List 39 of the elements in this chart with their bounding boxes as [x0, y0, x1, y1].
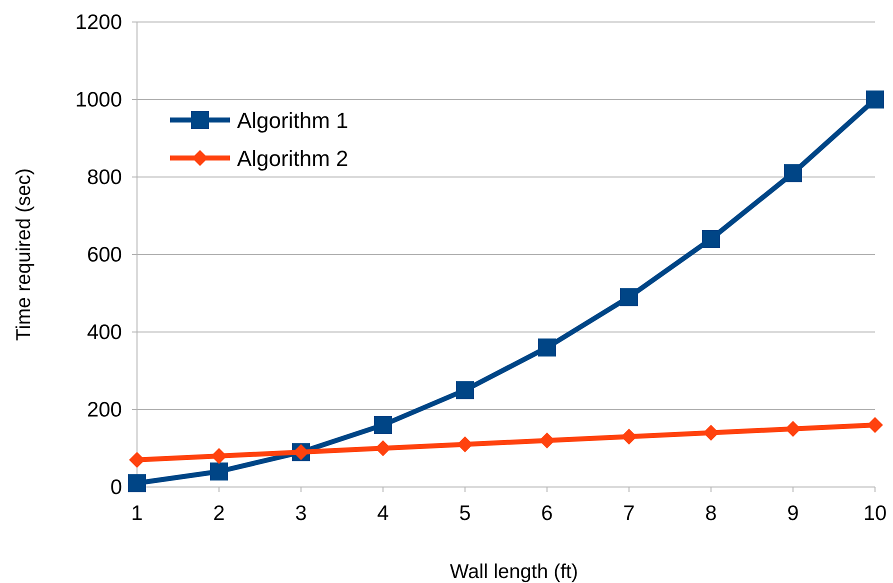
y-tick-label: 800	[86, 166, 122, 189]
point	[866, 90, 884, 108]
point	[702, 230, 720, 248]
point	[784, 164, 802, 182]
point	[785, 420, 801, 437]
y-tick-label: 600	[86, 244, 122, 266]
x-tick-label: 3	[295, 502, 307, 525]
x-tick-label: 8	[705, 502, 717, 525]
point	[129, 452, 145, 468]
point	[375, 440, 391, 456]
y-tick-label: 400	[86, 321, 122, 344]
point	[211, 448, 227, 464]
y-tick-label: 1000	[75, 88, 122, 112]
x-tick-label: 4	[377, 502, 390, 525]
x-tick-label: 2	[213, 502, 225, 525]
y-axis-title: Time required (sec)	[13, 168, 35, 341]
x-tick-label: 9	[787, 502, 799, 525]
x-tick-label: 1	[131, 502, 143, 525]
point	[210, 462, 228, 480]
legend-label: Algorithm 1	[237, 108, 348, 133]
point	[620, 288, 638, 306]
point	[539, 432, 555, 448]
y-tick-label: 200	[86, 398, 122, 422]
point	[456, 381, 474, 400]
point	[867, 417, 883, 433]
point	[538, 338, 556, 356]
point	[128, 474, 146, 492]
y-tick-label: 0	[110, 476, 122, 499]
point	[621, 428, 637, 445]
legend-label: Algorithm 2	[237, 146, 348, 171]
x-tick-label: 10	[863, 502, 887, 525]
point	[457, 436, 473, 452]
x-tick-label: 6	[541, 502, 553, 525]
x-tick-label: 7	[623, 502, 635, 525]
x-tick-label: 5	[459, 502, 471, 525]
point	[703, 424, 719, 441]
x-axis-title: Wall length (ft)	[450, 561, 578, 583]
y-tick-label: 1200	[75, 11, 122, 34]
point	[374, 416, 392, 434]
